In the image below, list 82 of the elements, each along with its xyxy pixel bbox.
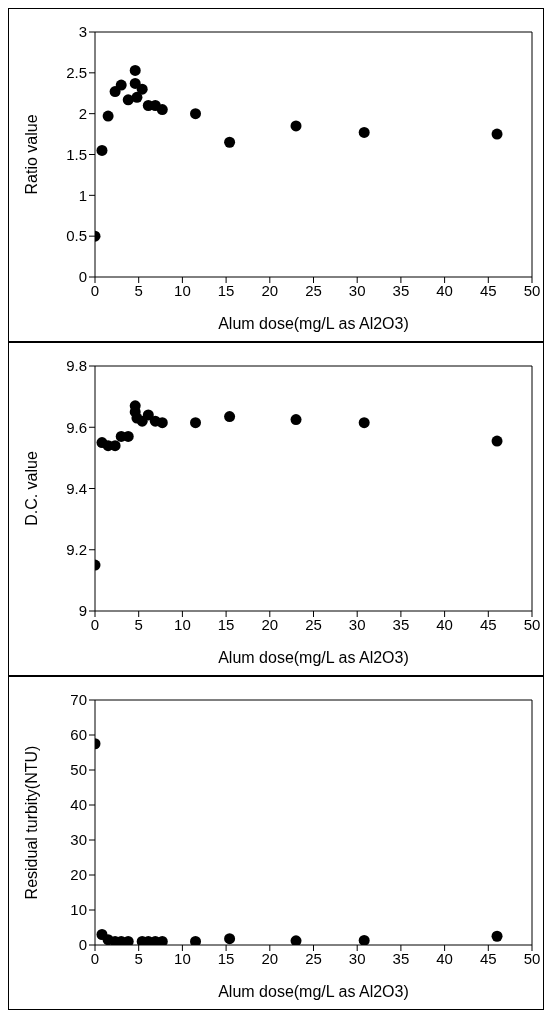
x-tick-label: 40 [436, 615, 453, 633]
point [290, 120, 302, 132]
x-tick-label: 15 [217, 615, 235, 633]
y-tick-label: 9 [78, 602, 87, 620]
point [96, 144, 108, 156]
point [190, 417, 202, 429]
y-tick-label: 1.5 [66, 145, 87, 163]
point [156, 104, 168, 116]
x-tick-label: 15 [217, 281, 235, 299]
x-tick-label: 20 [261, 949, 279, 967]
x-tick-label: 50 [523, 949, 541, 967]
point [129, 64, 141, 76]
x-tick-label: 10 [174, 281, 191, 299]
point [102, 110, 114, 122]
point [358, 934, 370, 945]
y-tick-label: 2 [78, 104, 87, 122]
y-tick-label: 9.8 [66, 357, 87, 375]
x-tick-label: 40 [436, 281, 453, 299]
y-tick-label: 3 [78, 23, 87, 41]
y-tick-label: 10 [70, 901, 87, 919]
point [190, 936, 202, 945]
y-tick-label: 2.5 [66, 64, 87, 82]
x-tick-label: 25 [305, 615, 322, 633]
y-tick-label: 40 [70, 796, 87, 814]
y-tick-label: 50 [70, 761, 87, 779]
x-tick-label: 45 [479, 615, 497, 633]
x-tick-label: 10 [174, 615, 191, 633]
y-tick-label: 9.2 [66, 541, 87, 559]
x-tick-label: 50 [523, 281, 541, 299]
y-axis-title: D.C. value [22, 451, 40, 526]
x-tick-label: 15 [217, 949, 235, 967]
x-tick-label: 25 [305, 281, 322, 299]
x-tick-label: 5 [134, 281, 143, 299]
x-tick-label: 30 [348, 615, 366, 633]
y-tick-label: 20 [70, 866, 87, 884]
x-tick-label: 30 [348, 949, 366, 967]
y-tick-label: 30 [70, 831, 87, 849]
x-tick-label: 0 [90, 281, 100, 299]
x-tick-label: 20 [261, 615, 279, 633]
x-tick-label: 10 [174, 949, 191, 967]
y-tick-label: 1 [78, 186, 87, 204]
point [190, 108, 202, 120]
x-tick-label: 5 [134, 949, 143, 967]
point [115, 79, 127, 91]
y-tick-label: 9.6 [66, 418, 87, 436]
point [491, 435, 503, 447]
x-axis-title: Alum dose(mg/L as Al2O3) [218, 983, 409, 1000]
point [290, 414, 302, 426]
y-tick-label: 0.5 [66, 227, 87, 245]
y-tick-label: 60 [70, 726, 87, 744]
y-tick-label: 9.4 [66, 479, 87, 497]
point [358, 417, 370, 429]
y-tick-label: 0 [78, 268, 87, 286]
point [491, 128, 503, 140]
x-tick-label: 40 [436, 949, 453, 967]
y-axis-title: Residual turbity(NTU) [22, 745, 40, 900]
point [290, 935, 302, 945]
point [491, 930, 503, 942]
x-tick-label: 35 [392, 615, 410, 633]
x-tick-label: 0 [90, 615, 100, 633]
x-axis-title: Alum dose(mg/L as Al2O3) [218, 315, 409, 332]
point [131, 91, 143, 103]
x-tick-label: 25 [305, 949, 322, 967]
point [136, 83, 148, 95]
point [224, 136, 236, 148]
y-tick-label: 0 [78, 936, 87, 954]
x-tick-label: 35 [392, 281, 410, 299]
point [224, 411, 236, 423]
y-tick-label: 70 [70, 691, 87, 709]
x-tick-label: 35 [392, 949, 410, 967]
point [224, 933, 236, 945]
point [142, 409, 154, 421]
x-tick-label: 45 [479, 281, 497, 299]
x-tick-label: 50 [523, 615, 541, 633]
x-tick-label: 20 [261, 281, 279, 299]
x-tick-label: 5 [134, 615, 143, 633]
x-tick-label: 30 [348, 281, 366, 299]
x-tick-label: 45 [479, 949, 497, 967]
x-axis-title: Alum dose(mg/L as Al2O3) [218, 649, 409, 666]
x-tick-label: 0 [90, 949, 100, 967]
point [358, 126, 370, 138]
y-axis-title: Ratio value [22, 114, 40, 195]
